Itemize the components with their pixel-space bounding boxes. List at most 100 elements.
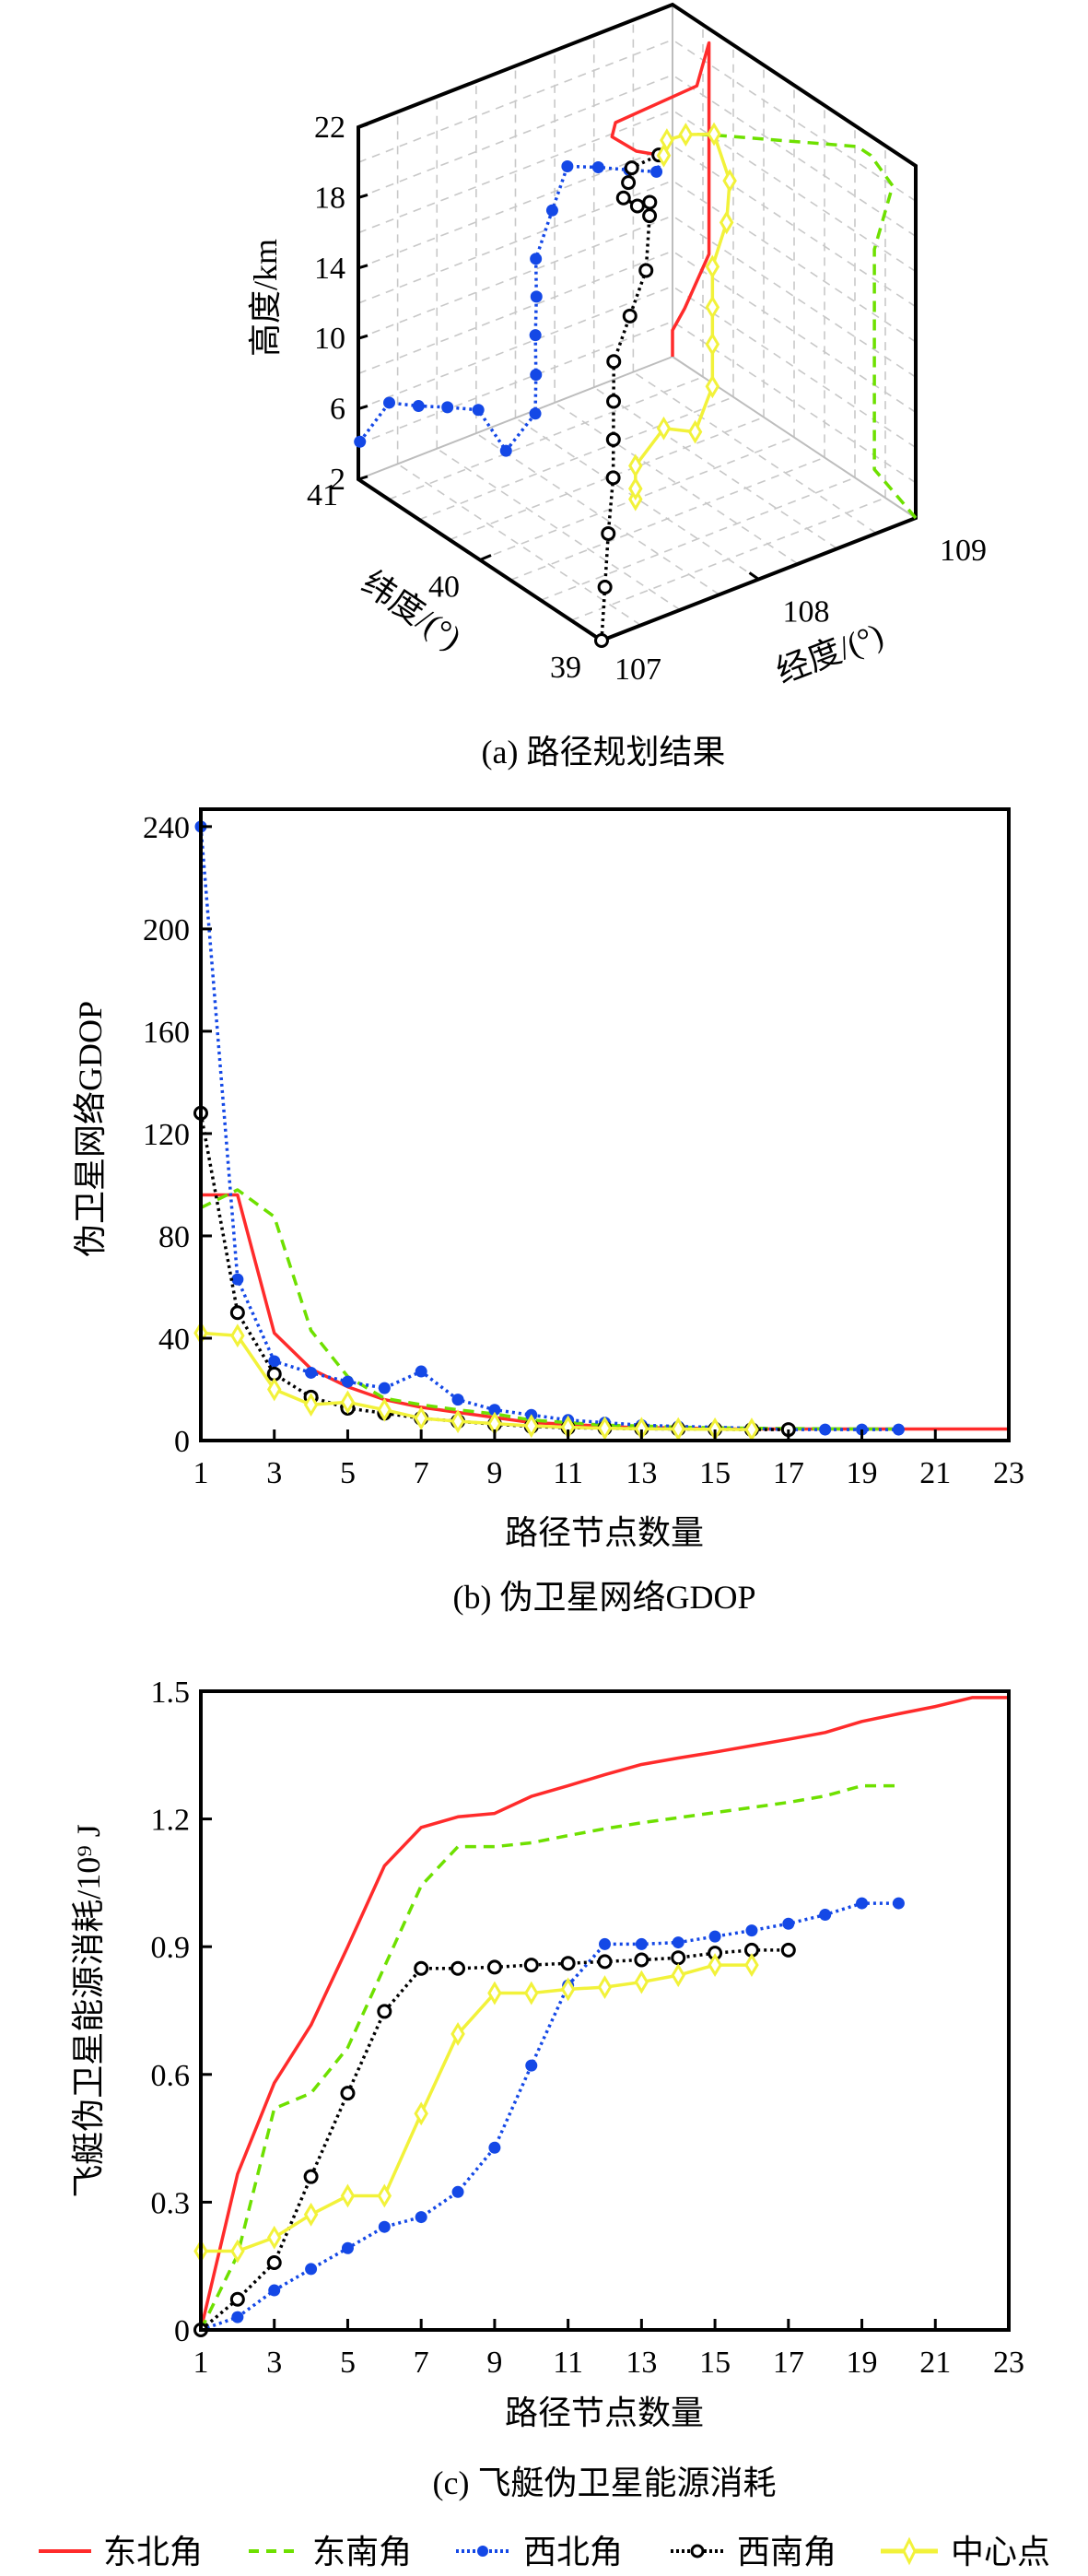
energy-x-tick-label: 15 xyxy=(699,2346,731,2380)
3d-series xyxy=(354,41,918,648)
legend-marker-northwest xyxy=(477,2546,488,2557)
gdop-y-tick-label: 240 xyxy=(143,811,190,845)
caption-b: (b) 伪卫星网络GDOP xyxy=(453,1579,756,1616)
energy-y-tick-label: 0.6 xyxy=(151,2059,191,2093)
lon-tick-label: 109 xyxy=(940,534,987,568)
grid-line xyxy=(672,145,917,308)
path-line-northeast xyxy=(610,41,711,357)
marker-northwest xyxy=(599,1937,611,1950)
energy-series-northeast xyxy=(199,1696,1009,2331)
legend-item-southeast: 东南角 xyxy=(249,2534,412,2570)
grid-line xyxy=(357,250,673,375)
marker-southwest xyxy=(560,1956,576,1971)
energy-line-southeast xyxy=(199,1783,899,2331)
legend-label-northeast: 东北角 xyxy=(103,2534,203,2570)
marker-northwest xyxy=(231,1273,244,1286)
marker-southwest xyxy=(634,1952,649,1968)
gdop-series-center xyxy=(193,1321,759,1441)
grid-line xyxy=(554,402,799,565)
marker-center xyxy=(708,1953,722,1977)
marker-center xyxy=(377,2183,392,2208)
marker-center xyxy=(744,1417,759,1441)
marker-southwest xyxy=(594,633,609,648)
marker-southwest xyxy=(605,431,621,447)
marker-southwest xyxy=(377,2004,392,2019)
energy-line-center xyxy=(201,1963,752,2253)
energy-x-tick-label: 9 xyxy=(486,2346,502,2380)
grid-line xyxy=(357,285,673,410)
legend-item-northwest: 西北角 xyxy=(456,2534,623,2570)
marker-center xyxy=(705,332,720,357)
marker-center xyxy=(303,1393,319,1417)
gdop-plot-frame xyxy=(199,807,1011,1442)
marker-center xyxy=(597,1416,613,1441)
marker-northwest xyxy=(354,435,367,448)
marker-center xyxy=(744,1953,759,1977)
marker-southwest xyxy=(597,579,613,594)
energy-x-axis-title: 路径节点数量 xyxy=(505,2394,704,2431)
marker-southwest xyxy=(597,1954,613,1970)
grid-line xyxy=(397,463,642,627)
marker-center xyxy=(705,374,720,399)
legend-item-southwest: 西南角 xyxy=(671,2534,836,2570)
marker-center xyxy=(340,2183,356,2208)
gdop-x-tick-label: 7 xyxy=(414,1456,429,1490)
marker-northwest xyxy=(378,2220,391,2233)
grid-line xyxy=(357,145,673,269)
lat-tick-label: 39 xyxy=(550,651,581,685)
marker-northwest xyxy=(591,160,604,173)
marker-southwest xyxy=(486,1959,502,1975)
marker-center xyxy=(230,1323,245,1348)
marker-southwest xyxy=(638,263,654,278)
path-center xyxy=(628,122,737,512)
grid-line xyxy=(357,215,673,339)
marker-center xyxy=(687,419,703,444)
marker-center xyxy=(722,169,737,194)
z-tick-label: 10 xyxy=(314,322,345,356)
gdop-x-axis-title: 路径节点数量 xyxy=(505,1514,704,1551)
gdop-x-tick-label: 1 xyxy=(193,1456,209,1490)
marker-northwest xyxy=(892,1423,905,1436)
lat-tick-mark xyxy=(479,554,492,561)
marker-southwest xyxy=(303,2169,319,2184)
marker-center xyxy=(678,123,694,147)
marker-northwest xyxy=(708,1930,721,1943)
marker-center xyxy=(524,1981,539,2006)
marker-northwest xyxy=(561,159,574,172)
marker-center xyxy=(705,254,720,279)
energy-plot-frame xyxy=(199,1689,1011,2332)
gdop-y-tick-label: 200 xyxy=(143,913,190,947)
marker-center xyxy=(414,2101,428,2126)
marker-southwest xyxy=(605,470,621,486)
z-tick-mark xyxy=(357,123,369,129)
caption-c: (c) 飞艇伪卫星能源消耗 xyxy=(433,2464,777,2501)
energy-line-southwest xyxy=(199,1948,789,2332)
marker-southwest xyxy=(606,354,622,370)
marker-northwest xyxy=(268,2284,281,2297)
grid-line xyxy=(509,456,825,582)
marker-center xyxy=(560,1977,576,2002)
marker-northwest xyxy=(530,253,543,265)
gdop-line-southwest xyxy=(199,1112,789,1431)
energy-series-center xyxy=(193,1953,759,2264)
marker-center xyxy=(377,1397,392,1422)
marker-southwest xyxy=(266,2255,282,2271)
gdop-series-northwest xyxy=(194,820,905,1436)
marker-southwest xyxy=(601,525,616,541)
gdop-line-northwest xyxy=(199,826,899,1431)
marker-southwest xyxy=(523,1958,539,1973)
marker-center xyxy=(656,416,672,441)
path-northeast xyxy=(610,41,711,357)
marker-northwest xyxy=(635,1937,648,1950)
marker-southwest xyxy=(606,394,622,409)
marker-northwest xyxy=(415,2211,427,2224)
marker-northwest xyxy=(530,369,543,382)
marker-northwest xyxy=(488,2141,501,2154)
marker-center xyxy=(487,1981,502,2006)
grid-line xyxy=(436,448,681,611)
lon-tick-label: 107 xyxy=(614,653,661,687)
grid-line xyxy=(570,497,886,621)
legend: 东北角 东南角 西北角 西南角 中心点 xyxy=(39,2534,1050,2570)
marker-southwest xyxy=(780,1942,796,1958)
